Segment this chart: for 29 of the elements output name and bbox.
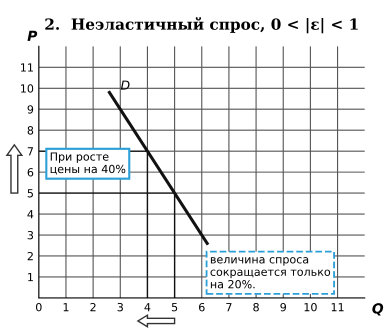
x-tick-label: 5 [172,303,178,312]
x-tick-label: 9 [280,302,286,312]
y-tick-label: 1 [28,273,33,282]
x-tick-label: 6 [199,302,205,312]
x-tick-label: 8 [253,302,259,312]
y-tick-label: 3 [28,230,34,240]
y-tick-label: 10 [21,84,34,93]
annotation: D [120,80,130,90]
annotation: При росте цены на 40% [50,152,126,175]
y-tick-label: 9 [28,105,34,114]
y-tick-label: 7 [28,147,33,156]
x-tick-label: 0 [36,302,42,312]
x-tick-label: 1 [64,303,68,312]
x-axis-title: Q [372,303,384,316]
x-tick-label: 11 [332,303,344,312]
x-tick-label: 3 [118,302,123,312]
x-tick-label: 2 [90,302,96,312]
y-tick-label: 11 [21,63,33,72]
y-tick-label: 6 [28,168,34,176]
y-tick-label: 5 [28,189,33,198]
x-tick-label: 7 [226,303,232,312]
y-axis-title: P [27,30,38,41]
annotation: величина спроса сокращается только на 20%. [210,257,330,288]
x-tick-label: 4 [144,303,150,312]
chart-title: 2. Неэластичный спрос, 0 < |ε| < 1 [45,17,358,34]
y-tick-label: 2 [28,252,33,260]
y-tick-label: 8 [28,126,34,135]
x-tick-label: 10 [304,302,317,312]
y-tick-label: 4 [27,210,34,218]
